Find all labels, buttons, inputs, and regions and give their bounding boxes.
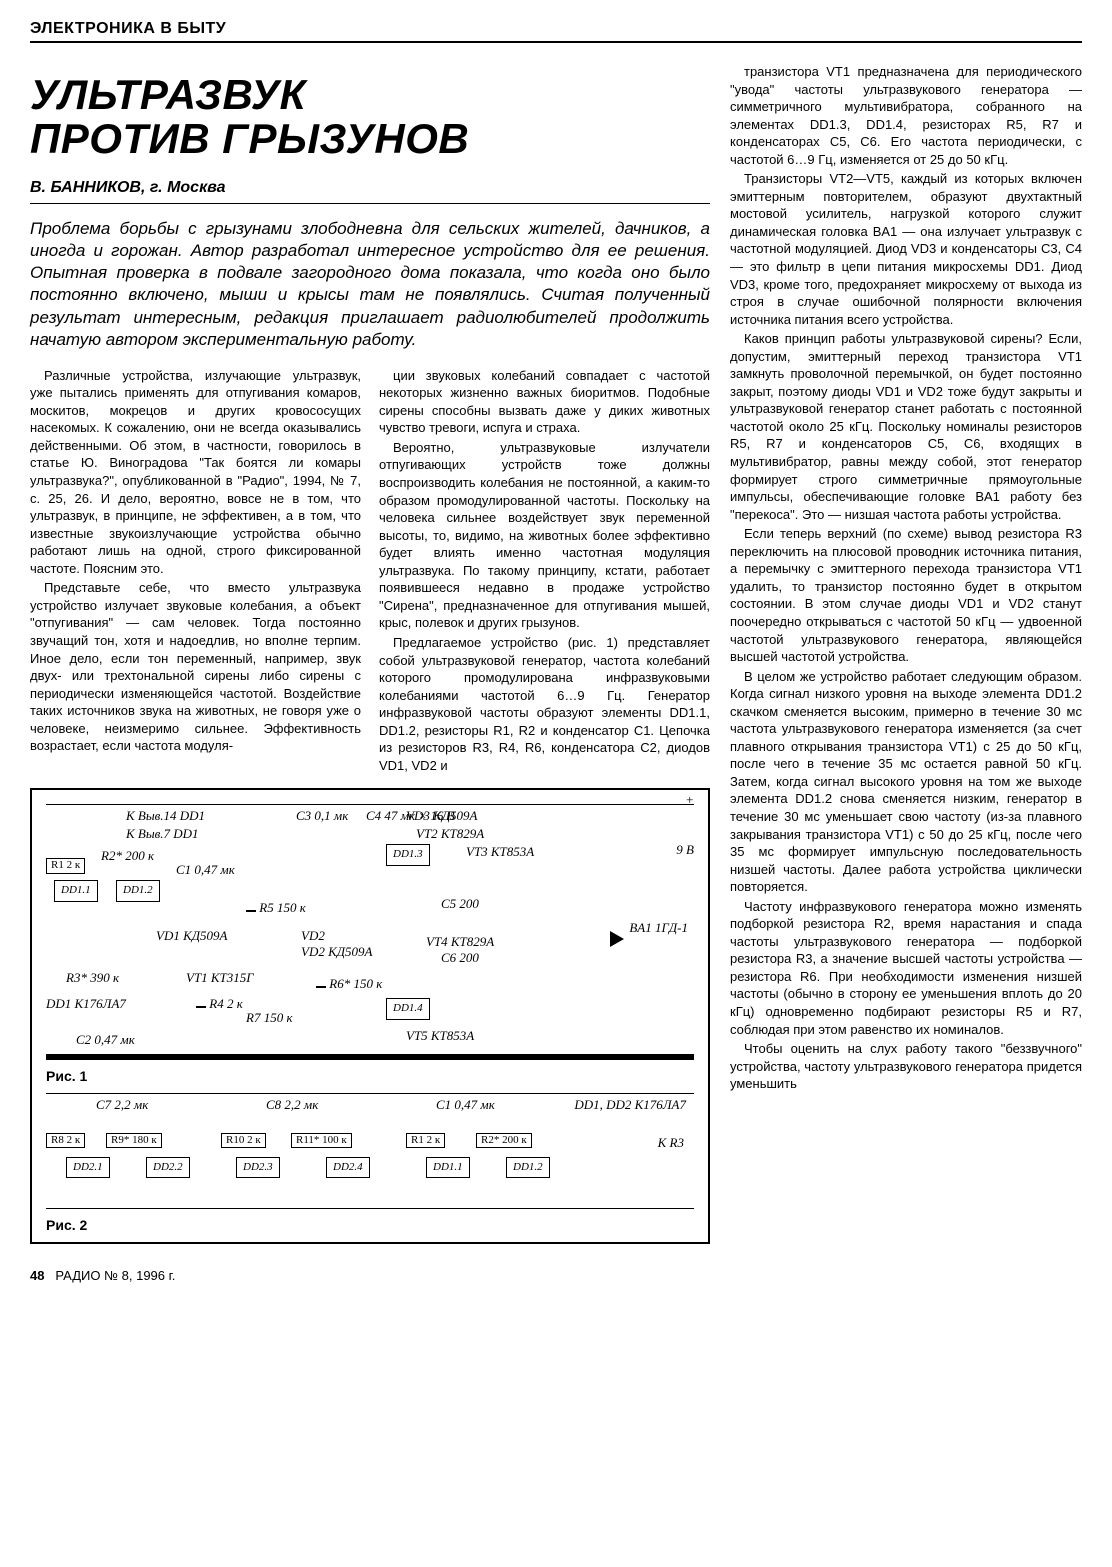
lbl: C2 0,47 мк bbox=[76, 1032, 135, 1048]
title-line-1: УЛЬТРАЗВУК bbox=[30, 71, 306, 118]
speaker-icon bbox=[610, 930, 624, 947]
lbl: К R3 bbox=[658, 1135, 684, 1151]
schematic-2: C7 2,2 мк C8 2,2 мк C1 0,47 мк DD1, DD2 … bbox=[46, 1091, 694, 1211]
body-para: Различные устройства, излучающие ультраз… bbox=[30, 367, 361, 578]
dd11-ic: DD1.1 bbox=[54, 880, 98, 901]
lbl: VT5 КТ853А bbox=[406, 1028, 474, 1044]
lbl: VD1 КД509А bbox=[156, 928, 227, 944]
body-para: В целом же устройство работает следующим… bbox=[730, 668, 1082, 896]
lbl: C5 200 bbox=[441, 896, 479, 912]
lbl: C3 0,1 мк bbox=[296, 808, 348, 824]
issue-label: РАДИО № 8, 1996 г. bbox=[55, 1268, 175, 1283]
body-para: ции звуковых колебаний совпадает с часто… bbox=[379, 367, 710, 437]
lbl: C1 0,47 мк bbox=[436, 1097, 495, 1113]
dd21-ic: DD2.1 bbox=[66, 1157, 110, 1178]
lbl: R3* 390 к bbox=[66, 970, 119, 986]
body-para: Чтобы оценить на слух работу такого "без… bbox=[730, 1040, 1082, 1093]
section-header: ЭЛЕКТРОНИКА В БЫТУ bbox=[30, 20, 1082, 43]
lbl: VT3 КТ853А bbox=[466, 844, 534, 860]
lbl: C1 0,47 мк bbox=[176, 862, 235, 878]
lbl: R6* 150 к bbox=[316, 976, 382, 992]
lbl: R8 2 к bbox=[46, 1131, 85, 1148]
figure-2-label: Рис. 2 bbox=[46, 1217, 694, 1234]
body-para: Если теперь верхний (по схеме) вывод рез… bbox=[730, 525, 1082, 665]
left-column: УЛЬТРАЗВУК ПРОТИВ ГРЫЗУНОВ В. БАННИКОВ, … bbox=[30, 63, 710, 1244]
lbl: R2* 200 к bbox=[101, 848, 154, 864]
article-author: В. БАННИКОВ, г. Москва bbox=[30, 179, 710, 204]
lbl: R1 2 к bbox=[406, 1131, 445, 1148]
body-para: Предлагаемое устройство (рис. 1) предста… bbox=[379, 634, 710, 774]
lbl: C6 200 bbox=[441, 950, 479, 966]
dd24-ic: DD2.4 bbox=[326, 1157, 370, 1178]
lbl: R7 150 к bbox=[246, 1010, 293, 1026]
lbl: R1 2 к bbox=[46, 856, 85, 873]
dd12-ic: DD1.2 bbox=[116, 880, 160, 901]
lbl: DD1, DD2 К176ЛА7 bbox=[574, 1097, 686, 1113]
lbl: VD2 bbox=[301, 928, 325, 944]
lbl: VT1 КТ315Г bbox=[186, 970, 254, 986]
lbl: R5 150 к bbox=[246, 900, 306, 916]
body-para: Транзисторы VT2—VT5, каждый из которых в… bbox=[730, 170, 1082, 328]
body-para: Частоту инфразвукового генератора можно … bbox=[730, 898, 1082, 1038]
body-para: Каков принцип работы ультразвуковой сире… bbox=[730, 330, 1082, 523]
lbl: R11* 100 к bbox=[291, 1131, 352, 1148]
body-para: Вероятно, ультразвуковые излучатели отпу… bbox=[379, 439, 710, 632]
lbl: C7 2,2 мк bbox=[96, 1097, 148, 1113]
body-two-columns: Различные устройства, излучающие ультраз… bbox=[30, 367, 710, 775]
page-layout: УЛЬТРАЗВУК ПРОТИВ ГРЫЗУНОВ В. БАННИКОВ, … bbox=[30, 63, 1082, 1244]
dd12-ic: DD1.2 bbox=[506, 1157, 550, 1178]
body-para: транзистора VT1 предназначена для период… bbox=[730, 63, 1082, 168]
supply-voltage: 9 В bbox=[676, 842, 694, 858]
page-footer: 48 РАДИО № 8, 1996 г. bbox=[30, 1268, 1082, 1283]
lbl: R2* 200 к bbox=[476, 1131, 532, 1148]
lbl: R4 2 к bbox=[196, 996, 243, 1012]
schematic-1: + 9 В К Выв.14 DD1 К Выв.7 DD1 C3 0,1 мк… bbox=[46, 800, 694, 1060]
page-number: 48 bbox=[30, 1268, 44, 1283]
lbl: C8 2,2 мк bbox=[266, 1097, 318, 1113]
dd23-ic: DD2.3 bbox=[236, 1157, 280, 1178]
article-title: УЛЬТРАЗВУК ПРОТИВ ГРЫЗУНОВ bbox=[30, 73, 710, 161]
figure-1-label: Рис. 1 bbox=[46, 1068, 694, 1085]
lbl: DD1 К176ЛА7 bbox=[46, 996, 126, 1012]
title-line-2: ПРОТИВ ГРЫЗУНОВ bbox=[30, 115, 469, 162]
lbl: К Выв.7 DD1 bbox=[126, 826, 199, 842]
rail-plus: + bbox=[685, 792, 694, 808]
lbl: VT4 КТ829А bbox=[426, 934, 494, 950]
right-column: транзистора VT1 предназначена для период… bbox=[730, 63, 1082, 1244]
lbl: BA1 1ГД-1 bbox=[629, 920, 688, 936]
dd22-ic: DD2.2 bbox=[146, 1157, 190, 1178]
lbl: R10 2 к bbox=[221, 1131, 266, 1148]
article-lead: Проблема борьбы с грызунами злободневна … bbox=[30, 218, 710, 351]
lbl: VT2 КТ829А bbox=[416, 826, 484, 842]
dd11-ic: DD1.1 bbox=[426, 1157, 470, 1178]
figure-1: + 9 В К Выв.14 DD1 К Выв.7 DD1 C3 0,1 мк… bbox=[30, 788, 710, 1244]
lbl: VD2 КД509А bbox=[301, 944, 372, 960]
lbl: R9* 180 к bbox=[106, 1131, 162, 1148]
dd14-ic: DD1.4 bbox=[386, 998, 430, 1019]
body-para: Представьте себе, что вместо ультразвука… bbox=[30, 579, 361, 754]
lbl: VD3 КД509А bbox=[406, 808, 477, 824]
lbl: К Выв.14 DD1 bbox=[126, 808, 205, 824]
dd13-ic: DD1.3 bbox=[386, 844, 430, 865]
